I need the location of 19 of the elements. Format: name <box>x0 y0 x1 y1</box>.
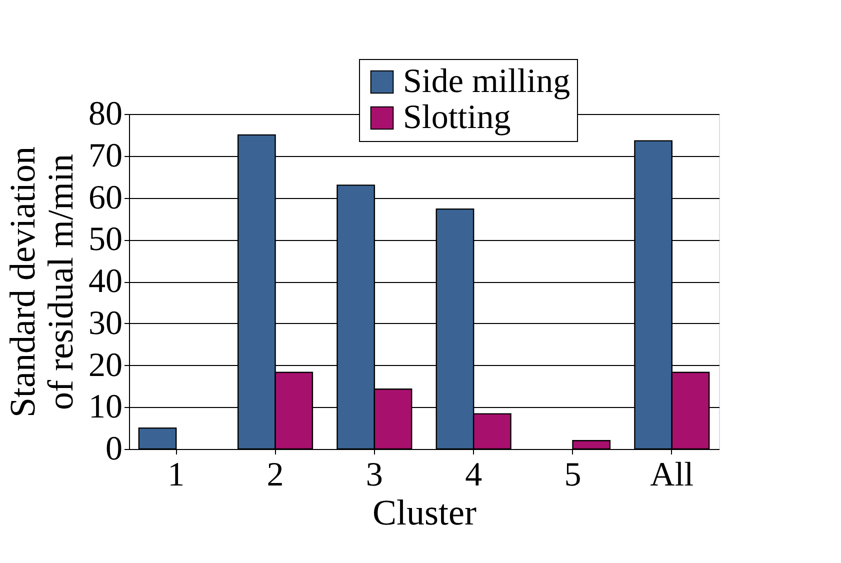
x-tick-label: 4 <box>465 456 482 494</box>
x-tick-label: 5 <box>564 456 582 494</box>
y-tick-label: 80 <box>88 96 122 132</box>
y-tick-label: 0 <box>106 430 122 468</box>
y-tick-label: 40 <box>88 263 122 300</box>
x-tick-label: 3 <box>366 456 383 494</box>
x-tick-label: 1 <box>168 456 185 494</box>
x-tick-label: All <box>650 456 694 494</box>
y-tick-label: 50 <box>88 221 122 258</box>
y-tick-label: 70 <box>88 137 122 174</box>
legend-label: Slotting <box>403 99 511 136</box>
y-tick-label: 10 <box>88 388 122 426</box>
y-axis-title: Standard deviation of residual m/min <box>2 146 80 418</box>
legend-label: Side milling <box>403 63 570 100</box>
y-tick-label: 30 <box>88 304 122 342</box>
x-axis-title: Cluster <box>372 492 477 532</box>
y-tick-label: 60 <box>88 179 122 216</box>
x-tick-label: 2 <box>266 456 284 494</box>
y-tick-label: 20 <box>88 346 122 384</box>
